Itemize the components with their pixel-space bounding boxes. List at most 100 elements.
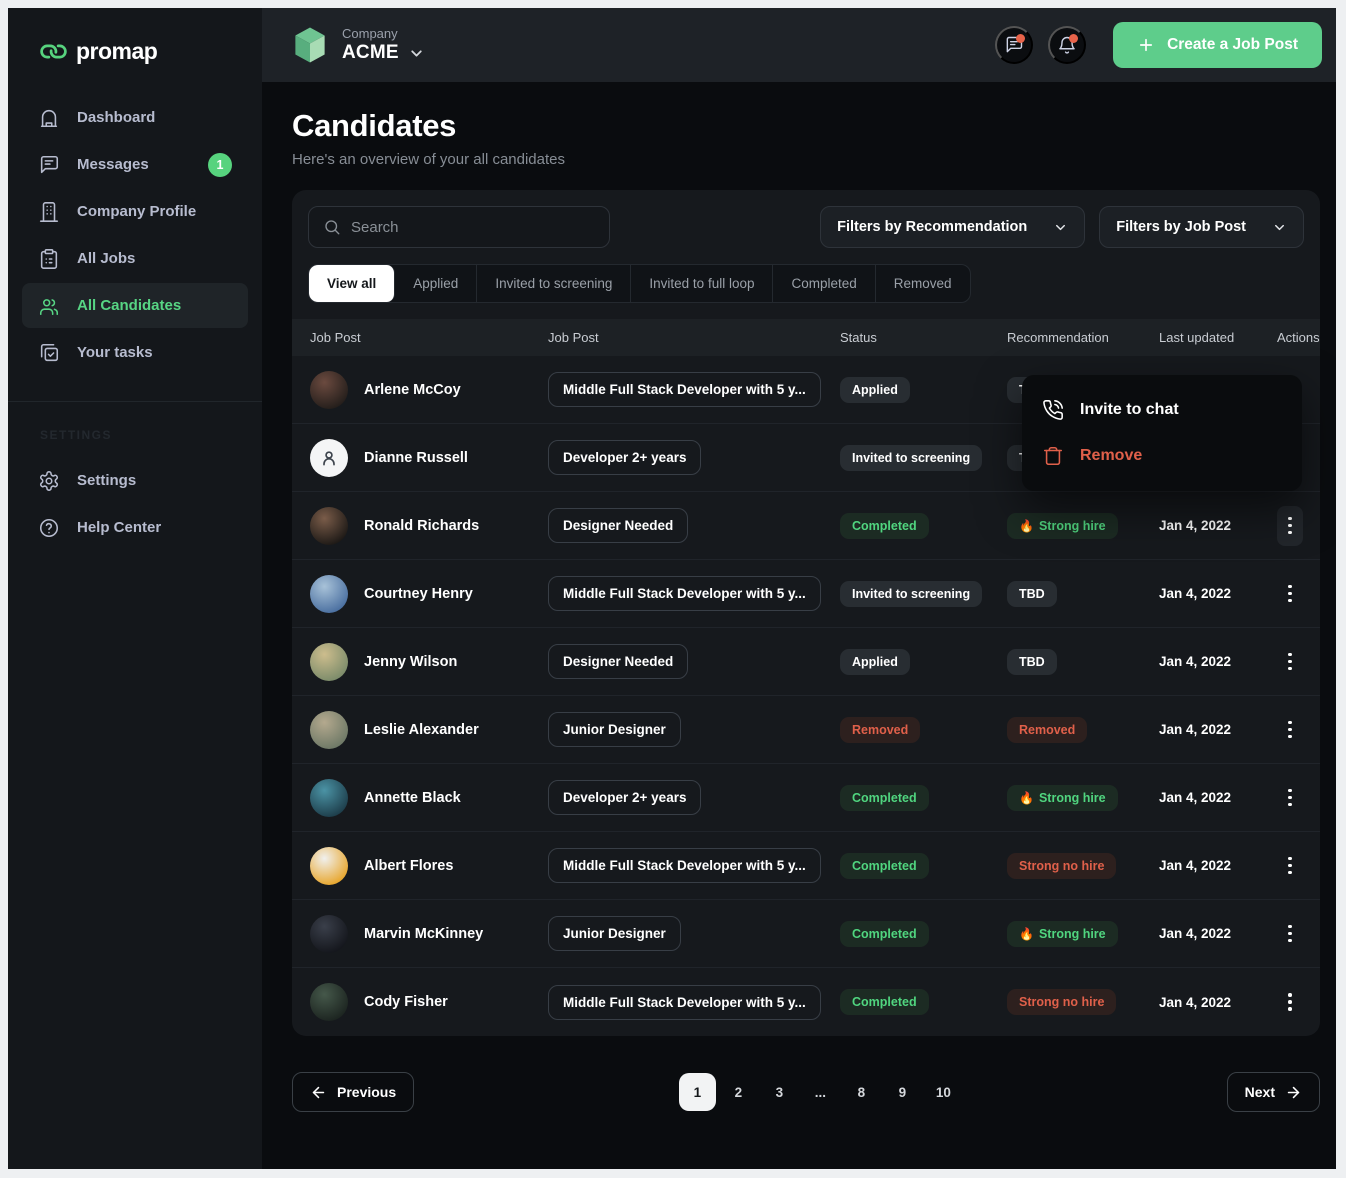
filter-recommendation-dropdown[interactable]: Filters by Recommendation xyxy=(820,206,1086,248)
row-actions-kebab-button[interactable] xyxy=(1277,505,1303,546)
page-number-3[interactable]: 3 xyxy=(775,1084,784,1100)
candidate-name: Leslie Alexander xyxy=(364,721,479,738)
column-header: Last updated xyxy=(1159,330,1235,345)
filter-job-post-label: Filters by Job Post xyxy=(1116,219,1246,235)
company-name: ACME xyxy=(342,42,399,63)
sidebar-item-your-tasks[interactable]: Your tasks xyxy=(22,330,248,375)
create-job-post-label: Create a Job Post xyxy=(1167,36,1298,53)
candidate-cell: Cody Fisher xyxy=(310,983,548,1021)
fire-icon: 🔥 xyxy=(1019,926,1034,941)
menu-item-invite-to-chat[interactable]: Invite to chat xyxy=(1022,387,1302,433)
row-actions-kebab-button[interactable] xyxy=(1277,778,1303,818)
bell-icon xyxy=(1057,35,1077,55)
candidate-name: Courtney Henry xyxy=(364,585,473,602)
sidebar-item-label: Dashboard xyxy=(77,109,156,126)
search-input[interactable] xyxy=(351,218,595,236)
next-page-button[interactable]: Next xyxy=(1226,1072,1320,1112)
menu-item-remove[interactable]: Remove xyxy=(1022,433,1302,479)
page-ellipsis: ... xyxy=(814,1084,827,1100)
menu-item-label: Invite to chat xyxy=(1080,401,1179,418)
row-actions-kebab-button[interactable] xyxy=(1277,914,1303,954)
candidate-name: Cody Fisher xyxy=(364,994,448,1010)
last-updated: Jan 4, 2022 xyxy=(1159,586,1232,601)
row-actions-kebab-button[interactable] xyxy=(1277,574,1303,614)
candidate-cell: Ronald Richards xyxy=(310,506,548,545)
company-label: Company xyxy=(342,26,398,41)
candidate-name: Annette Black xyxy=(364,789,461,806)
sidebar-nav: Dashboard Messages 1 Company Profile All Job… xyxy=(8,95,262,375)
message-icon xyxy=(38,154,60,176)
candidate-cell: Albert Flores xyxy=(310,846,548,885)
filter-job-post-dropdown[interactable]: Filters by Job Post xyxy=(1099,206,1304,248)
page-number-10[interactable]: 10 xyxy=(935,1084,951,1100)
last-updated: Jan 4, 2022 xyxy=(1159,518,1232,533)
search-icon xyxy=(323,218,341,236)
page-number-8[interactable]: 8 xyxy=(857,1084,866,1100)
topbar-actions: Create a Job Post xyxy=(995,22,1322,68)
row-actions-kebab-button[interactable] xyxy=(1277,846,1303,886)
table-row: Ronald Richards Designer Needed Completed 🔥… xyxy=(292,492,1320,560)
page-number-2[interactable]: 2 xyxy=(734,1084,743,1100)
row-actions-kebab-button[interactable] xyxy=(1277,710,1303,750)
candidate-name: Albert Flores xyxy=(364,857,454,874)
tab-applied[interactable]: Applied xyxy=(395,265,478,302)
sidebar-item-messages[interactable]: Messages 1 xyxy=(22,142,248,187)
sidebar-item-company-profile[interactable]: Company Profile xyxy=(22,189,248,234)
chevron-down-icon xyxy=(1053,220,1068,235)
candidate-name: Ronald Richards xyxy=(364,517,480,534)
phone-icon xyxy=(1042,399,1064,421)
tab-invited-to-full-loop[interactable]: Invited to full loop xyxy=(631,265,774,302)
arrow-left-icon xyxy=(310,1084,327,1101)
row-actions-kebab-button[interactable] xyxy=(1277,642,1303,682)
status-badge: Completed xyxy=(840,989,929,1015)
sidebar-item-all-candidates[interactable]: All Candidates xyxy=(22,283,248,328)
row-actions-kebab-button[interactable] xyxy=(1277,982,1303,1022)
status-badge: Invited to screening xyxy=(840,580,983,607)
chevron-down-icon xyxy=(1272,220,1287,235)
status-badge: Removed xyxy=(840,716,921,743)
company-switcher[interactable]: Company ACME xyxy=(292,26,425,64)
sidebar-item-dashboard[interactable]: Dashboard xyxy=(22,95,248,140)
company-meta: Company ACME xyxy=(342,26,425,64)
avatar xyxy=(310,506,348,545)
tab-invited-to-screening[interactable]: Invited to screening xyxy=(477,265,632,302)
brand-name: promap xyxy=(76,38,158,64)
status-badge: Applied xyxy=(840,376,910,403)
candidate-cell: Annette Black xyxy=(310,778,548,817)
search-box[interactable] xyxy=(308,206,610,248)
main-area: Company ACME xyxy=(262,8,1336,1169)
building-icon xyxy=(38,201,60,223)
create-job-post-button[interactable]: Create a Job Post xyxy=(1113,22,1322,68)
column-header: Job Post xyxy=(310,330,361,345)
help-icon xyxy=(38,517,60,539)
sidebar-item-all-jobs[interactable]: All Jobs xyxy=(22,236,248,281)
trash-icon xyxy=(1042,445,1064,467)
page-number-1[interactable]: 1 xyxy=(678,1073,716,1111)
job-post-chip: Developer 2+ years xyxy=(548,440,702,475)
sidebar-item-help-center[interactable]: Help Center xyxy=(22,505,248,550)
sidebar-item-settings[interactable]: Settings xyxy=(22,458,248,503)
plus-icon xyxy=(1137,36,1155,54)
tab-completed[interactable]: Completed xyxy=(773,265,876,302)
tab-removed[interactable]: Removed xyxy=(893,276,952,291)
status-badge: Completed xyxy=(840,784,929,811)
candidate-name: Marvin McKinney xyxy=(364,925,484,942)
messages-button[interactable] xyxy=(995,26,1034,64)
column-header: Actions xyxy=(1277,330,1320,345)
notifications-button[interactable] xyxy=(1048,26,1087,64)
panel-toolbar: Filters by Recommendation Filters by Job… xyxy=(292,206,1320,248)
recommendation-badge: Strong no hire xyxy=(1007,852,1117,879)
avatar xyxy=(310,574,348,613)
page-subtitle: Here's an overview of your all candidate… xyxy=(292,151,566,168)
table-rows: Arlene McCoy Middle Full Stack Developer … xyxy=(292,356,1320,1036)
page-number-9[interactable]: 9 xyxy=(898,1084,907,1100)
recommendation-badge: Removed xyxy=(1007,716,1088,743)
page-content: Candidates Here's an overview of your al… xyxy=(262,82,1336,1169)
candidate-name: Jenny Wilson xyxy=(364,653,458,670)
chevron-down-icon xyxy=(408,45,425,62)
previous-page-button[interactable]: Previous xyxy=(292,1072,415,1112)
status-badge: Invited to screening xyxy=(840,444,983,471)
table-header: Job Post Job Post Status Recommendation Last… xyxy=(292,319,1320,356)
tab-view-all[interactable]: View all xyxy=(309,265,396,302)
